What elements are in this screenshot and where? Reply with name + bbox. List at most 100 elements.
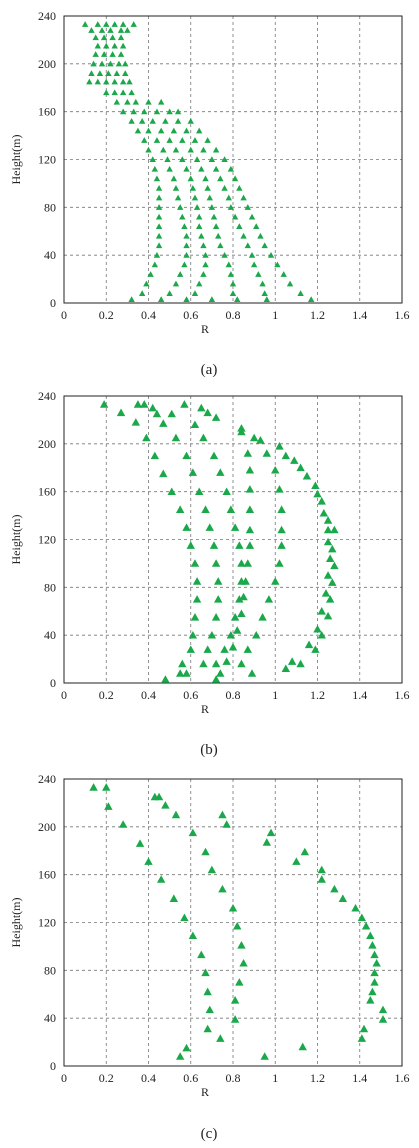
data-point: [186, 541, 195, 549]
data-point: [208, 204, 216, 210]
data-point: [98, 27, 106, 33]
y-tick-label: 200: [38, 437, 56, 451]
data-point: [94, 42, 101, 49]
data-point: [245, 525, 255, 534]
data-point: [359, 1024, 369, 1033]
data-point: [179, 213, 186, 220]
y-tick-label: 0: [50, 1059, 56, 1073]
data-point: [100, 51, 108, 57]
data-point: [183, 165, 190, 172]
data-point: [215, 232, 222, 239]
data-point: [151, 165, 159, 172]
data-point: [255, 271, 262, 277]
data-point: [183, 232, 190, 239]
data-point: [94, 21, 101, 27]
data-point: [198, 232, 205, 239]
data-point: [271, 465, 280, 474]
data-point: [200, 146, 207, 153]
data-point: [111, 42, 118, 49]
data-point: [128, 89, 135, 96]
data-point: [183, 127, 190, 134]
data-point: [231, 213, 239, 220]
data-point: [311, 645, 320, 653]
data-point: [98, 60, 106, 67]
data-point: [296, 659, 305, 668]
data-point: [244, 204, 251, 210]
data-point: [261, 242, 268, 249]
data-point: [275, 559, 284, 567]
data-point: [227, 204, 235, 210]
data-point: [147, 271, 154, 277]
data-point: [117, 51, 125, 57]
data-point: [290, 456, 299, 464]
data-point: [204, 137, 211, 143]
data-point: [179, 137, 186, 143]
data-point: [134, 127, 142, 134]
data-point: [128, 296, 135, 302]
x-tick-label: 1: [272, 688, 278, 702]
data-point: [191, 290, 199, 296]
data-point: [228, 642, 238, 651]
data-point: [189, 185, 197, 191]
data-point: [138, 118, 146, 124]
data-point: [259, 280, 266, 287]
data-point: [103, 78, 110, 85]
data-point: [196, 223, 203, 230]
chart-panel-c: 0 0.2 0.4 0.6 0.8 1 1.2 1.4 1.6 0 40 80 120 160 200 240…: [9, 772, 410, 1142]
data-point: [155, 232, 163, 239]
data-point: [216, 468, 225, 476]
data-point: [153, 137, 161, 143]
data-point: [111, 21, 118, 27]
data-point: [172, 280, 180, 287]
y-axis-label: Height(m): [9, 135, 23, 185]
data-point: [287, 657, 297, 665]
data-point: [103, 42, 110, 49]
data-point: [307, 296, 315, 302]
data-point: [366, 931, 375, 940]
data-point: [216, 1034, 225, 1042]
data-point: [135, 839, 145, 847]
data-point: [180, 913, 189, 922]
data-point: [247, 669, 257, 677]
data-point: [161, 675, 170, 683]
data-point: [182, 451, 191, 460]
y-tick-label: 40: [44, 248, 56, 262]
data-point: [222, 820, 231, 828]
data-point: [248, 213, 256, 220]
data-point: [103, 89, 110, 96]
data-point: [205, 1005, 214, 1014]
data-point: [262, 838, 271, 846]
data-point: [102, 783, 111, 791]
y-tick-label: 0: [50, 296, 56, 310]
data-point: [351, 903, 360, 912]
data-point: [260, 1052, 269, 1060]
data-point: [171, 433, 181, 442]
data-point: [231, 175, 239, 182]
data-point: [192, 595, 202, 603]
data-point: [370, 968, 379, 977]
x-tick-label: 0.2: [99, 308, 114, 322]
data-point: [241, 577, 250, 585]
data-point: [107, 60, 114, 67]
data-point: [317, 630, 326, 639]
data-point: [325, 595, 335, 603]
data-point: [181, 261, 188, 268]
data-point: [174, 108, 182, 115]
data-point: [357, 1034, 367, 1042]
chart-panel-b: 0 0.2 0.4 0.6 0.8 1 1.2 1.4 1.6 0 40 80 120 160 200 240…: [9, 389, 410, 758]
x-tick-label: 1.6: [395, 1071, 410, 1085]
x-tick-label: 0.8: [226, 1071, 241, 1085]
data-point: [119, 21, 127, 27]
data-point: [317, 497, 326, 505]
data-point: [153, 251, 161, 258]
data-point: [188, 630, 198, 639]
data-point: [237, 941, 246, 949]
panel-caption: (b): [200, 742, 218, 758]
data-point: [96, 70, 104, 76]
x-tick-label: 1: [272, 308, 278, 322]
x-tick-label: 0.6: [183, 688, 198, 702]
data-point: [155, 242, 163, 249]
data-point: [170, 175, 178, 182]
data-point: [211, 413, 221, 421]
data-point: [176, 204, 184, 210]
